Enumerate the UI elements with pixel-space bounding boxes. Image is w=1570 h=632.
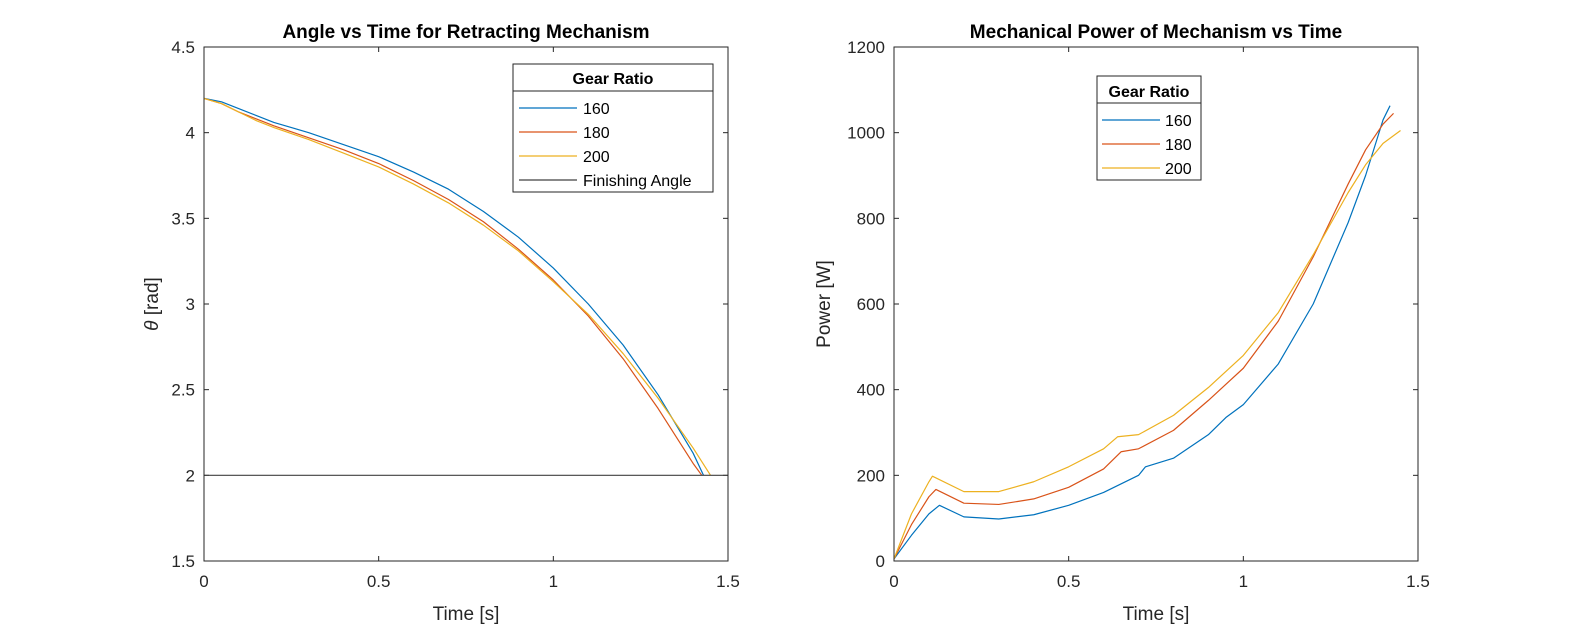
x-tick-label: 1 [549,572,558,591]
y-tick-label: 200 [857,466,885,485]
series-line-200 [203,97,712,476]
legend-entry-160: 160 [583,101,610,118]
y-axis-label-symbol: θ [142,320,163,331]
series-line-180 [203,97,703,476]
y-tick-label: 1.5 [171,552,195,571]
tick-group: 0 0.5 1 1.5 0 200 400 600 800 1000 1200 [847,38,1430,591]
legend-box [1096,75,1202,181]
y-tick-label: 0 [876,552,885,571]
legend-entry-200: 200 [1165,161,1192,178]
x-tick-label: 0.5 [1057,572,1081,591]
x-tick-label: 0 [199,572,208,591]
x-tick-label: 1.5 [716,572,740,591]
y-tick-label: 3 [186,295,195,314]
x-tick-label: 1 [1239,572,1248,591]
series-line-180 [893,112,1394,560]
x-tick-label: 0.5 [367,572,391,591]
legend-entry-200: 200 [583,149,610,166]
y-tick-label: 800 [857,209,885,228]
y-tick-label: 400 [857,381,885,400]
tick-group: 0 0.5 1 1.5 1.5 2 2.5 3 3.5 4 4.5 [171,38,739,591]
y-tick-label: 1200 [847,38,885,57]
power-chart: Mechanical Power of Mechanism vs Time Ti… [814,22,1430,625]
y-tick-label: 2 [186,466,195,485]
chart-title: Mechanical Power of Mechanism vs Time [970,22,1342,43]
x-axis-label: Time [s] [433,604,500,625]
x-axis-label: Time [s] [1123,604,1190,625]
x-tick-label: 0 [889,572,898,591]
plot-area-border [203,46,729,562]
series-group [203,97,728,476]
legend-box [512,63,714,193]
chart-title: Angle vs Time for Retracting Mechanism [282,22,649,43]
y-tick-label: 3.5 [171,209,195,228]
series-line-200 [893,130,1401,560]
y-tick-label: 4 [186,124,195,143]
legend-entry-160: 160 [1165,113,1192,130]
y-axis-label: θ [rad] [142,277,163,331]
y-tick-label: 1000 [847,124,885,143]
y-tick-label: 2.5 [171,381,195,400]
y-tick-label: 4.5 [171,38,195,57]
x-tick-label: 1.5 [1406,572,1430,591]
legend-title: Gear Ratio [1109,84,1190,101]
series-group [893,105,1401,560]
legend: Gear Ratio 160 180 200 Finishing Angle [512,63,714,193]
legend-entry-finishing-angle: Finishing Angle [583,173,692,190]
angle-chart: Angle vs Time for Retracting Mechanism T… [142,22,740,625]
legend: Gear Ratio 160 180 200 [1096,75,1202,181]
series-line-160 [203,97,705,476]
plot-area-border [893,46,1419,562]
y-axis-label-text: [rad] [142,277,163,320]
legend-entry-180: 180 [583,125,610,142]
y-tick-label: 600 [857,295,885,314]
y-axis-label: Power [W] [814,260,835,348]
legend-title: Gear Ratio [573,71,654,88]
series-line-160 [893,105,1391,560]
legend-entry-180: 180 [1165,137,1192,154]
